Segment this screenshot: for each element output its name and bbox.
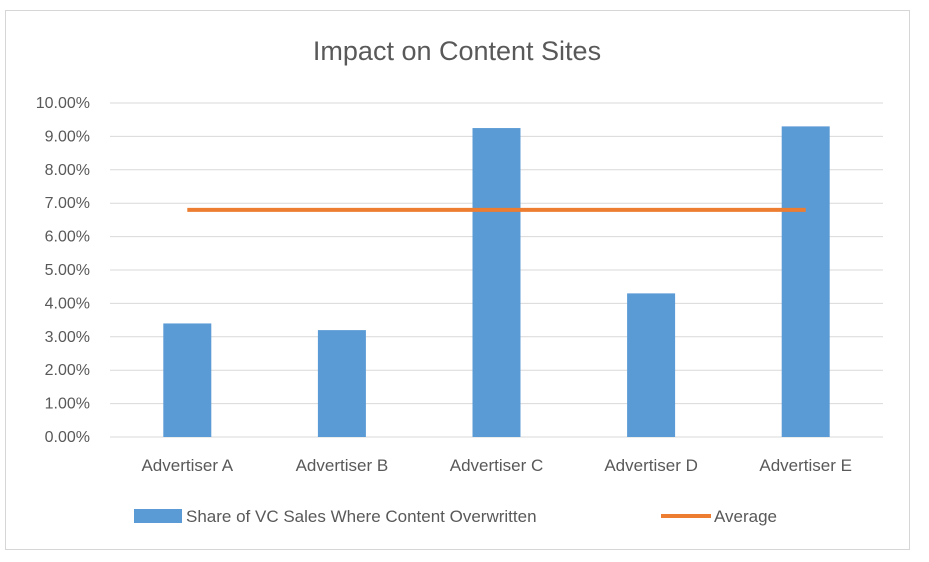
bar-advertiser-e xyxy=(781,126,830,437)
y-tick-label: 1.00% xyxy=(45,396,90,413)
bar-advertiser-a xyxy=(163,323,212,437)
x-tick-label: Advertiser D xyxy=(604,456,698,475)
y-tick-label: 2.00% xyxy=(45,362,90,379)
chart-frame: Impact on Content Sites 0.00% 1.00% 2.00% 3… xyxy=(5,10,910,550)
x-tick-label: Advertiser C xyxy=(450,456,544,475)
legend-label-bar: Share of VC Sales Where Content Overwrit… xyxy=(186,507,537,526)
x-tick-label: Advertiser B xyxy=(296,456,389,475)
y-tick-label: 5.00% xyxy=(45,262,90,279)
bar-advertiser-d xyxy=(627,293,676,437)
legend-label-average: Average xyxy=(714,507,777,526)
y-tick-label: 6.00% xyxy=(45,229,90,246)
x-axis-ticks: Advertiser A Advertiser B Advertiser C Adve… xyxy=(141,456,852,475)
y-tick-label: 10.00% xyxy=(36,95,90,112)
bar-series xyxy=(163,126,830,438)
y-tick-label: 3.00% xyxy=(45,329,90,346)
chart-title: Impact on Content Sites xyxy=(313,36,601,66)
x-tick-label: Advertiser E xyxy=(759,456,852,475)
chart-svg: Impact on Content Sites 0.00% 1.00% 2.00% 3… xyxy=(36,36,883,526)
y-tick-label: 0.00% xyxy=(45,429,90,446)
y-tick-label: 9.00% xyxy=(45,128,90,145)
y-tick-label: 8.00% xyxy=(45,162,90,179)
x-tick-label: Advertiser A xyxy=(141,456,233,475)
legend-swatch-bar xyxy=(134,509,182,523)
y-axis-ticks: 0.00% 1.00% 2.00% 3.00% 4.00% 5.00% 6.00% 7.00%… xyxy=(36,95,90,446)
y-tick-label: 7.00% xyxy=(45,195,90,212)
legend: Share of VC Sales Where Content Overwrit… xyxy=(134,507,777,526)
y-tick-label: 4.00% xyxy=(45,295,90,312)
bar-advertiser-b xyxy=(317,330,366,437)
bar-advertiser-c xyxy=(472,128,521,438)
